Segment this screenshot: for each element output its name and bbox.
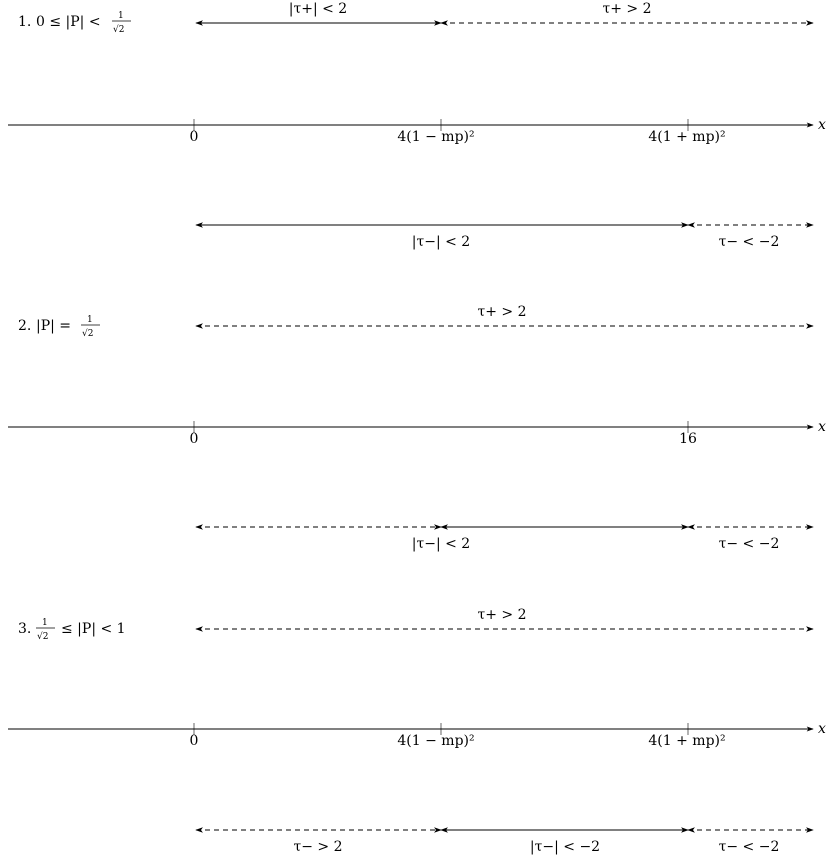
case-1-fraction-numerator: 1: [118, 11, 124, 21]
case-2-tau-minus-label-1: |τ−| < 2: [412, 536, 470, 552]
case-2-fraction-denominator: √2: [82, 328, 93, 339]
case-1: 1. 0 ≤ |P| < 1 √2 |τ+| < 2 τ+ > 2 x 0 4(…: [8, 1, 826, 250]
case-1-tau-minus-label-1: |τ−| < 2: [412, 234, 470, 250]
case-3-x-axis-label: x: [818, 721, 826, 737]
case-1-condition: 0 ≤ |P| <: [36, 14, 101, 30]
case-2-x-axis-label: x: [818, 419, 826, 435]
case-2-condition: |P| =: [36, 318, 71, 334]
case-3-fraction-numerator: 1: [42, 618, 48, 628]
case-3-tau-minus-label-3: τ− < −2: [719, 839, 780, 855]
case-1-tau-plus-label-2: τ+ > 2: [602, 1, 651, 17]
case-3-fraction-denominator: √2: [37, 631, 48, 642]
case-3-tau-minus-label-2: |τ−| < −2: [530, 839, 600, 855]
case-1-fraction-denominator: √2: [113, 24, 124, 35]
case-1-fraction: 1 √2: [112, 11, 131, 35]
case-3-fraction: 1 √2: [36, 618, 55, 642]
case-2-tick-label-1: 16: [679, 431, 697, 447]
case-3-tau-minus-label-1: τ− > 2: [293, 839, 342, 855]
case-3-tau-plus-label-1: τ+ > 2: [477, 607, 526, 623]
case-1-x-axis-label: x: [818, 117, 826, 133]
case-2-tau-plus-label-1: τ+ > 2: [477, 304, 526, 320]
case-1-tick-label-0: 0: [190, 129, 199, 145]
case-3-tick-label-2: 4(1 + mp)²: [648, 733, 725, 749]
case-3: 3. 1 √2 ≤ |P| < 1 τ+ > 2 x 0 4(1 − mp)² …: [8, 607, 826, 855]
case-1-tau-minus-label-2: τ− < −2: [719, 234, 780, 250]
case-2-tick-label-0: 0: [190, 431, 199, 447]
case-2-tau-minus-label-2: τ− < −2: [719, 536, 780, 552]
case-3-tick-label-0: 0: [190, 733, 199, 749]
case-2-fraction: 1 √2: [81, 315, 100, 339]
case-2-number: 2.: [18, 318, 31, 334]
case-1-tick-label-1: 4(1 − mp)²: [397, 129, 474, 145]
case-2: 2. |P| = 1 √2 τ+ > 2 x 0 16 |τ−| < 2 τ− …: [8, 304, 826, 552]
case-3-number: 3.: [18, 621, 31, 637]
case-1-tick-label-2: 4(1 + mp)²: [648, 129, 725, 145]
case-2-fraction-numerator: 1: [87, 315, 93, 325]
case-3-tick-label-1: 4(1 − mp)²: [397, 733, 474, 749]
case-3-condition: ≤ |P| < 1: [61, 621, 126, 637]
case-1-tau-plus-label-1: |τ+| < 2: [289, 1, 347, 17]
case-1-number: 1.: [18, 14, 31, 30]
